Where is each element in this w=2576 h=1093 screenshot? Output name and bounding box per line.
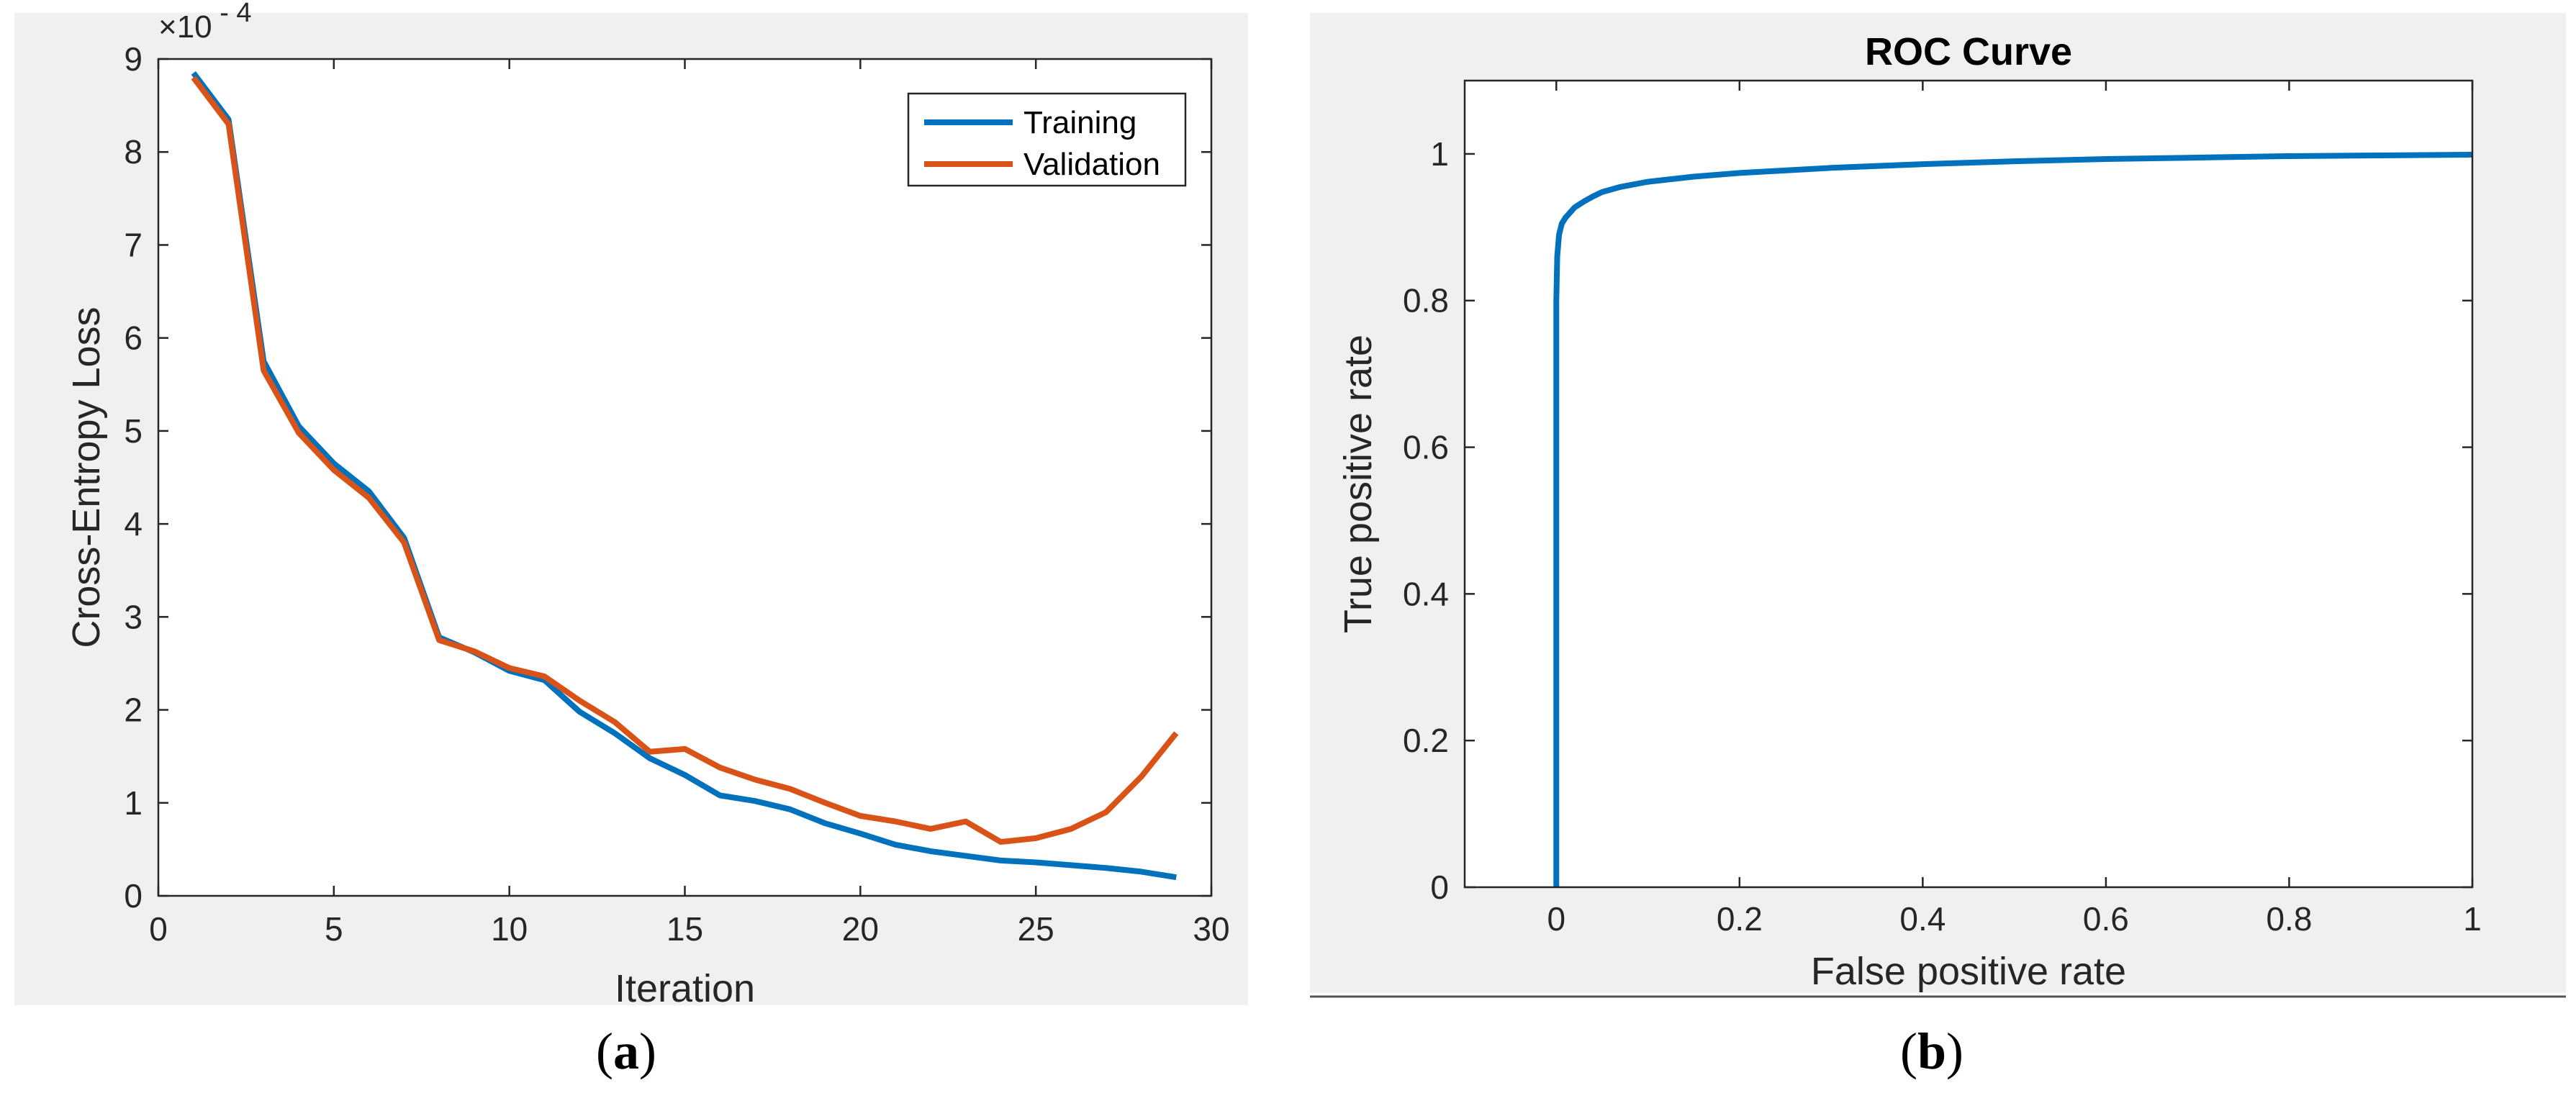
roc-chart: 0 0.2 0.4 0.6 0.8 1 0 0.2 0.4 0.6 0.8 1 ROC Curve Fal… bbox=[1337, 30, 2482, 993]
y-axis-label: Cross-Entropy Loss bbox=[65, 307, 108, 648]
plot-area bbox=[158, 59, 1211, 896]
x-axis-label: Iteration bbox=[615, 967, 755, 1010]
x-tick-label: 20 bbox=[842, 910, 879, 948]
y-tick-label: 0.2 bbox=[1403, 722, 1449, 759]
y-tick-label: 9 bbox=[124, 40, 143, 78]
panel-b-letter: b bbox=[1917, 1022, 1947, 1080]
panel-b-label: (b) bbox=[1900, 1022, 1964, 1080]
legend-label-training: Training bbox=[1023, 105, 1136, 140]
panel-a-letter: a bbox=[613, 1022, 639, 1080]
y-tick-label: 3 bbox=[124, 598, 143, 635]
series-line-training bbox=[191, 71, 1177, 881]
x-tick-label: 0.8 bbox=[2266, 900, 2312, 938]
y-tick-label: 0.6 bbox=[1403, 429, 1449, 466]
y-tick-label: 8 bbox=[124, 133, 143, 171]
y-tick-label: 7 bbox=[124, 226, 143, 263]
plot-area bbox=[1465, 81, 2472, 887]
x-tick-label: 5 bbox=[325, 910, 343, 948]
x-tick-label: 30 bbox=[1193, 910, 1229, 948]
legend-box bbox=[907, 92, 1187, 187]
x-tick-label: 15 bbox=[666, 910, 703, 948]
y-exponent-label: ×10 - 4 bbox=[158, 0, 252, 45]
y-tick-label: 0.8 bbox=[1403, 282, 1449, 319]
chart-title: ROC Curve bbox=[1865, 30, 2072, 73]
x-tick-label: 0.2 bbox=[1717, 900, 1763, 938]
x-tick-label: 0.4 bbox=[1899, 900, 1945, 938]
axes-box bbox=[157, 58, 1213, 897]
y-axis-label: True positive rate bbox=[1337, 335, 1380, 633]
y-tick-label: 5 bbox=[124, 412, 143, 450]
panel-a-label: (a) bbox=[596, 1022, 656, 1080]
loss-chart: 0 5 10 15 20 25 30 0 1 2 3 4 5 6 7 8 9 ×10 - 4 Iteration Cr… bbox=[65, 0, 1230, 1010]
y-tick-label: 4 bbox=[124, 505, 143, 543]
legend-label-validation: Validation bbox=[1023, 147, 1160, 182]
series-line-validation bbox=[191, 76, 1179, 845]
y-tick-label: 0 bbox=[124, 877, 143, 915]
x-tick-label: 0 bbox=[149, 910, 168, 948]
y-tick-label: 6 bbox=[124, 319, 143, 357]
x-axis-label: False positive rate bbox=[1811, 950, 2126, 993]
y-tick-label: 0 bbox=[1430, 868, 1449, 906]
x-tick-label: 25 bbox=[1018, 910, 1054, 948]
x-tick-label: 0 bbox=[1547, 900, 1565, 938]
y-tick-label: 0.4 bbox=[1403, 575, 1449, 612]
y-tick-label: 1 bbox=[124, 784, 143, 822]
x-tick-label: 10 bbox=[491, 910, 528, 948]
y-tick-label: 1 bbox=[1430, 135, 1449, 173]
x-tick-label: 0.6 bbox=[2083, 900, 2129, 938]
roc-curve-line bbox=[1553, 151, 2473, 887]
axes-box bbox=[1463, 79, 2474, 889]
y-tick-label: 2 bbox=[124, 691, 143, 729]
x-tick-label: 1 bbox=[2463, 900, 2482, 938]
